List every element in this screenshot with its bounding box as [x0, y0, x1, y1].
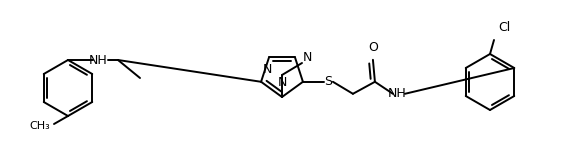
Text: N: N — [262, 63, 272, 76]
Text: N: N — [277, 76, 287, 89]
Text: S: S — [324, 75, 332, 88]
Text: O: O — [368, 41, 378, 54]
Text: Cl: Cl — [498, 21, 510, 34]
Text: NH: NH — [88, 53, 108, 66]
Text: N: N — [303, 51, 312, 64]
Text: CH₃: CH₃ — [29, 121, 50, 131]
Text: NH: NH — [387, 87, 406, 100]
